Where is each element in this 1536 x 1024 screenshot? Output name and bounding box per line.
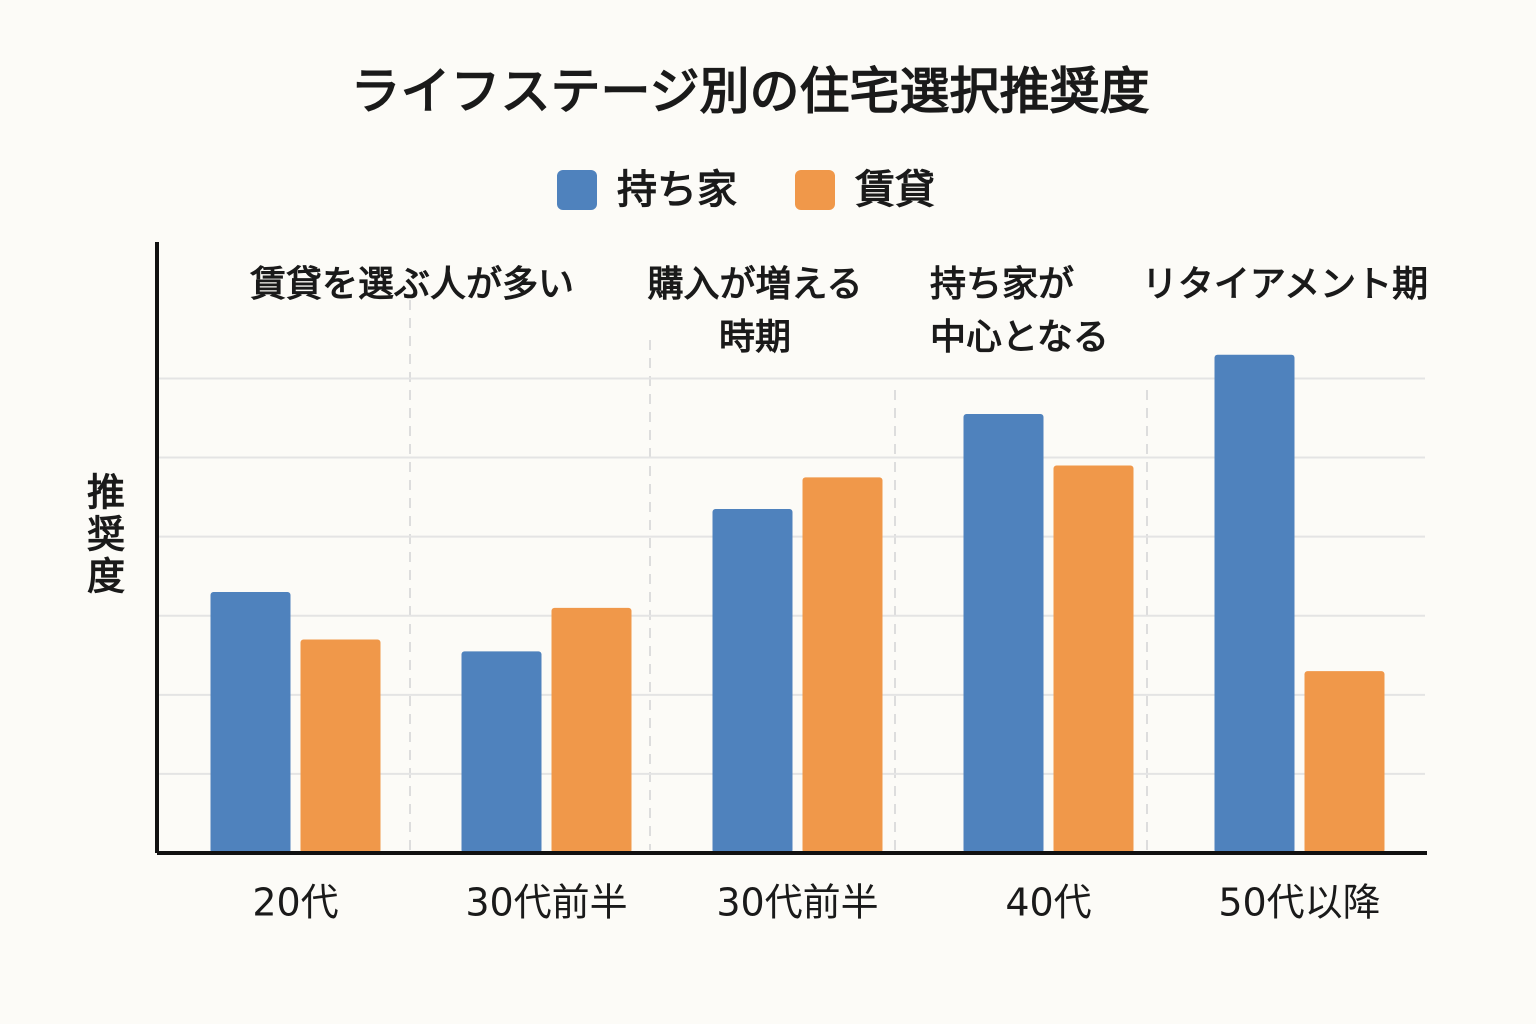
- annotation: 持ち家が: [930, 264, 1074, 305]
- bar: [712, 508, 793, 853]
- x-tick-label: 30代前半: [716, 881, 878, 925]
- annotation: 時期: [719, 317, 791, 358]
- annotation: 購入が増える: [648, 264, 863, 305]
- x-tick-label: 20代: [252, 881, 338, 925]
- bar: [1304, 671, 1385, 853]
- legend-label: 賃貸: [854, 167, 935, 213]
- legend-swatch: [795, 170, 835, 210]
- bar: [461, 651, 542, 853]
- legend-swatch: [557, 170, 597, 210]
- annotation: リタイアメント期: [1142, 264, 1428, 305]
- y-axis-label: 推奨度: [81, 472, 125, 598]
- bar: [1053, 465, 1134, 853]
- annotation: 賃貸を選ぶ人が多い: [249, 264, 574, 305]
- legend-label: 持ち家: [617, 167, 737, 213]
- x-tick-label: 50代以降: [1218, 881, 1380, 925]
- bar: [1214, 354, 1295, 853]
- bar: [300, 639, 381, 853]
- bar: [802, 477, 883, 853]
- bar: [551, 607, 632, 853]
- bar: [963, 414, 1044, 853]
- annotation: 中心となる: [930, 317, 1109, 358]
- chart-title: ライフステージ別の住宅選択推奨度: [351, 63, 1150, 121]
- x-tick-label: 30代前半: [465, 881, 627, 925]
- bar: [210, 592, 291, 853]
- x-tick-label: 40代: [1005, 881, 1091, 925]
